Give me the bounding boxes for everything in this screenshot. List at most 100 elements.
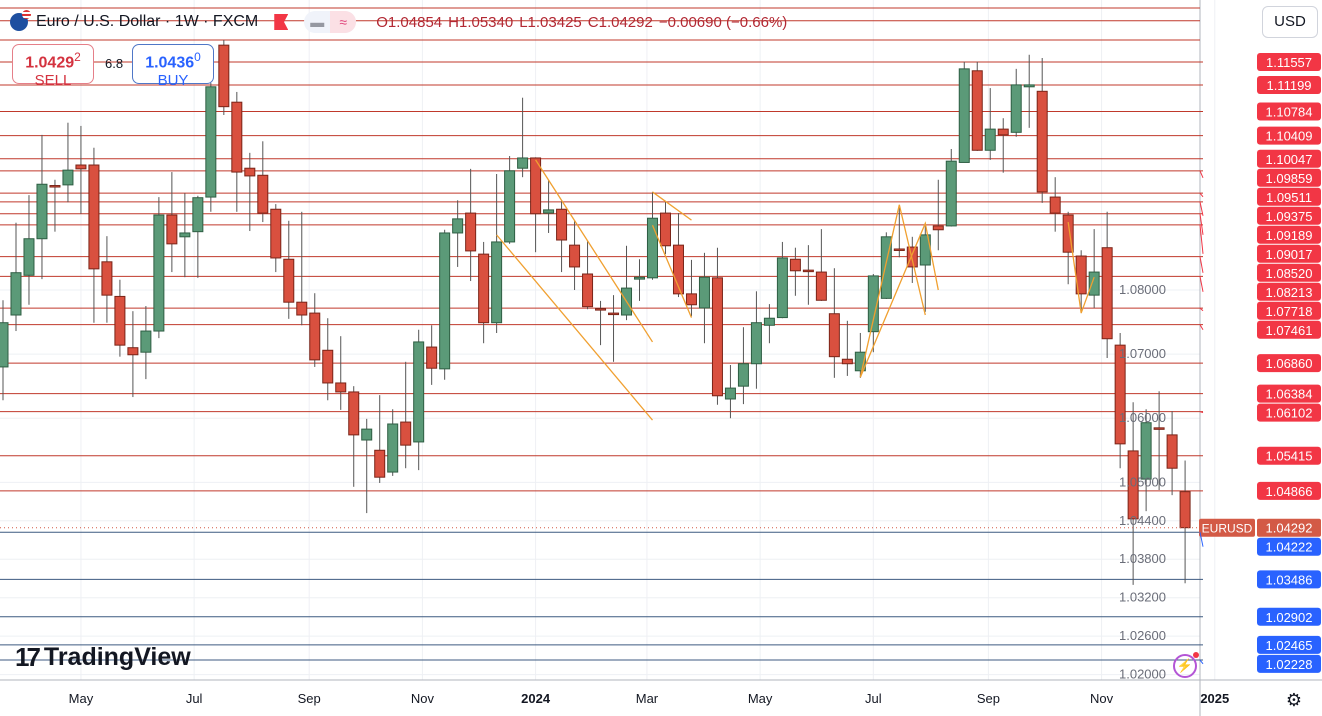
candle-body — [257, 174, 269, 214]
tradingview-logo[interactable]: 17 TradingView — [15, 642, 191, 673]
candle — [127, 311, 139, 398]
red-flag-icon[interactable] — [274, 14, 289, 30]
candle — [776, 241, 788, 319]
candle-body — [296, 301, 308, 316]
candle-body — [504, 170, 516, 243]
resistance-price-badge: 1.08213 — [1199, 276, 1321, 301]
price-tick-label: 1.03800 — [1119, 551, 1166, 566]
candle — [257, 141, 269, 223]
candle — [179, 193, 191, 278]
candle — [971, 61, 983, 151]
resistance-badge-label: 1.09017 — [1266, 247, 1313, 262]
candle-body — [153, 214, 165, 332]
candle-body — [127, 347, 139, 356]
candle — [789, 247, 801, 296]
candle — [1114, 332, 1126, 469]
candle — [724, 365, 736, 419]
candle — [698, 252, 710, 344]
candle-body — [958, 68, 970, 163]
buy-label: BUY — [157, 72, 189, 90]
support-badge-label: 1.02228 — [1266, 657, 1313, 672]
candle-body — [1010, 84, 1022, 133]
compare-icon[interactable]: ≈ — [330, 11, 357, 33]
support-badge-label: 1.02902 — [1266, 610, 1313, 625]
sell-button[interactable]: 1.04292 SELL — [12, 44, 94, 89]
candle-body — [361, 428, 373, 441]
indicator-toggle[interactable]: ▬ ≈ — [304, 11, 357, 33]
candle — [387, 409, 399, 476]
resistance-badge-bg — [1257, 225, 1321, 244]
price-tick-label: 1.06000 — [1119, 410, 1166, 425]
candle — [1049, 177, 1061, 232]
candle-body — [1114, 344, 1126, 445]
trendline — [652, 191, 692, 221]
candle — [361, 418, 373, 514]
candle — [893, 207, 905, 258]
resistance-badge-label: 1.11557 — [1266, 55, 1312, 70]
badge-connector — [1199, 201, 1204, 216]
resistance-badge-label: 1.10784 — [1266, 105, 1313, 120]
candle-body — [478, 253, 490, 324]
candle-body — [62, 169, 74, 186]
resistance-price-badge: 1.11199 — [1257, 75, 1321, 94]
currency-button[interactable]: USD — [1262, 6, 1318, 38]
resistance-price-badge: 1.09375 — [1199, 201, 1321, 225]
symbol-tag-bg — [1199, 518, 1255, 537]
candle-body — [0, 322, 9, 368]
resistance-badge-bg — [1257, 354, 1321, 373]
candle — [1179, 460, 1191, 584]
candle-body — [672, 244, 684, 295]
symbol-title[interactable]: Euro / U.S. Dollar · 1W · FXCM — [36, 13, 259, 30]
gear-icon[interactable]: ⚙ — [1285, 690, 1302, 710]
resistance-badge-label: 1.08520 — [1266, 266, 1313, 281]
sell-price: 1.0429 — [25, 54, 75, 72]
time-tick-label: Jul — [865, 691, 882, 706]
resistance-badge-label: 1.06102 — [1266, 406, 1313, 421]
candle — [0, 300, 9, 401]
resistance-badge-bg — [1257, 282, 1321, 301]
resistance-badge-label: 1.09511 — [1266, 190, 1312, 205]
candle-body — [737, 363, 749, 387]
candle — [413, 329, 425, 471]
time-tick-label: Nov — [1090, 691, 1114, 706]
candle — [1140, 409, 1152, 512]
candle-body — [218, 44, 230, 108]
candle — [465, 168, 477, 282]
candle-body — [802, 269, 814, 273]
candle — [452, 200, 464, 267]
logo-text: TradingView — [43, 643, 191, 671]
candle — [283, 220, 295, 319]
spread-value: 6.8 — [105, 56, 124, 71]
lightning-icon[interactable]: ⚡ — [1173, 652, 1199, 678]
candle-body — [569, 244, 581, 268]
collapse-icon[interactable]: ▬ — [310, 14, 325, 30]
candle — [205, 82, 217, 212]
sell-label: SELL — [34, 72, 72, 90]
candle — [478, 241, 490, 344]
resistance-price-badge: 1.09189 — [1199, 213, 1321, 244]
candle-body — [776, 257, 788, 319]
candle — [62, 122, 74, 203]
candle-body — [659, 212, 671, 247]
candle-body — [36, 183, 48, 240]
change-value: −0.00690 (−0.66%) — [658, 13, 788, 31]
candle — [296, 211, 308, 326]
badge-connector — [1199, 213, 1204, 235]
candle — [828, 268, 840, 378]
candle — [556, 200, 568, 273]
candle-body — [192, 197, 204, 233]
candle-body — [426, 346, 438, 369]
resistance-badge-label: 1.06384 — [1266, 387, 1313, 402]
candle — [634, 259, 646, 301]
resistance-badge-label: 1.08213 — [1266, 285, 1313, 300]
badge-connector — [1199, 224, 1204, 254]
candle-body — [179, 232, 191, 238]
candle — [244, 152, 256, 232]
resistance-badge-label: 1.09189 — [1266, 228, 1313, 243]
buy-button[interactable]: 1.04360 BUY — [132, 44, 214, 89]
time-tick-label: Jul — [186, 691, 203, 706]
time-tick-label: 2025 — [1200, 691, 1229, 706]
symbol-tag-label: EURUSD — [1202, 522, 1253, 536]
candle — [880, 232, 892, 299]
